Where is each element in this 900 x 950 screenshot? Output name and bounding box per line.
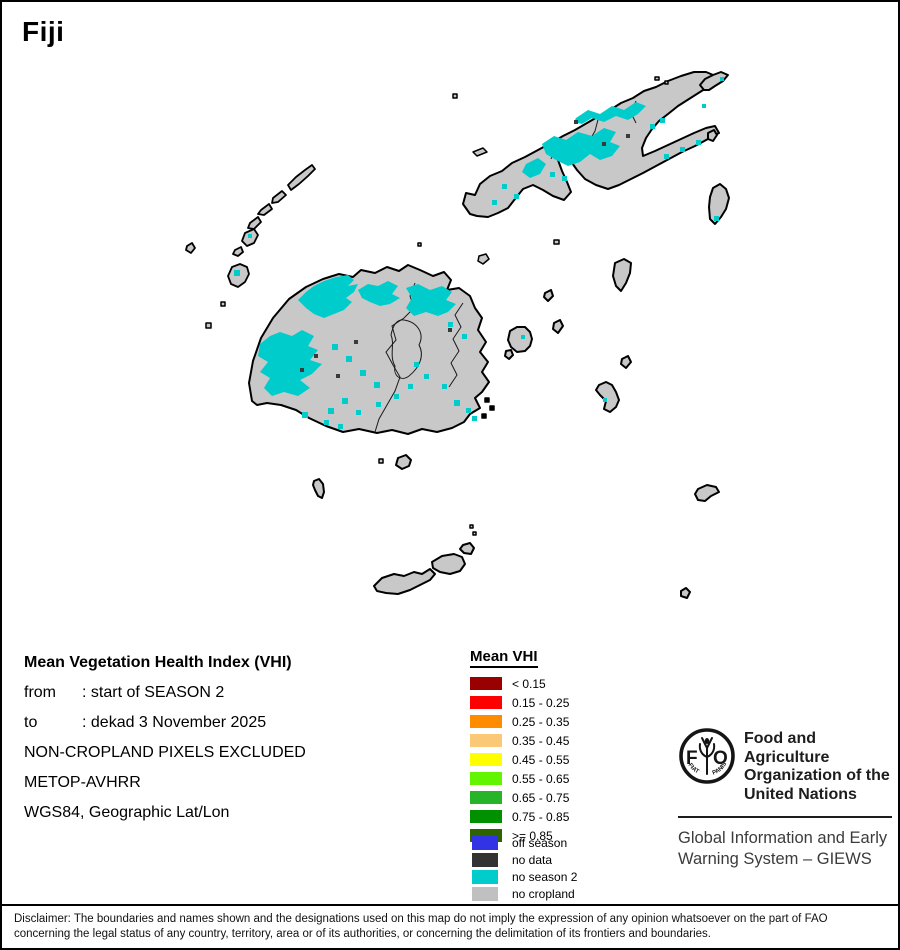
info-line-cropland: NON-CROPLAND PIXELS EXCLUDED [24, 744, 306, 761]
legend-label: no data [512, 852, 553, 867]
giews-line: Warning System – GIEWS [678, 850, 872, 868]
page-title: Fiji [22, 16, 65, 47]
island-yadua [472, 147, 488, 157]
island-ono [459, 542, 475, 555]
legend-swatch [470, 715, 502, 728]
legend-label: 0.25 - 0.35 [512, 714, 570, 729]
legend-label: 0.55 - 0.65 [512, 771, 570, 786]
fao-logo-icon: F O FIAT PANIS [679, 728, 735, 784]
giews-line: Global Information and Early [678, 829, 888, 847]
legend-label: off season [512, 835, 568, 850]
legend-row: no season 2 [472, 868, 577, 885]
island-wakaya [543, 289, 554, 302]
info-row-to-label: to [24, 714, 38, 731]
legend-row: no data [472, 851, 577, 868]
fao-logo-letter-o: O [713, 748, 728, 769]
island-moturiki [504, 349, 514, 360]
map-info-block: Mean Vegetation Health Index (VHI) from:… [24, 648, 306, 828]
small-islets-group [205, 76, 669, 536]
info-row-to: to : dekad 3 November 2025 [24, 708, 306, 738]
legend-row: < 0.15 [470, 674, 569, 693]
island-ovalau [507, 326, 533, 353]
fao-header: F O FIAT PANIS [678, 727, 894, 804]
island-matuku [694, 484, 720, 502]
island-totoya [680, 587, 691, 599]
island-vatulele [312, 478, 325, 499]
info-row-from-label: from [24, 684, 56, 701]
fao-org-line: Food and Agriculture [744, 730, 830, 766]
legend-swatch [470, 753, 502, 766]
fao-org-line: United Nations [744, 785, 857, 803]
legend-label: < 0.15 [512, 676, 546, 691]
legend-swatch [472, 886, 498, 901]
island-kioa [707, 129, 718, 142]
legend-swatch [470, 772, 502, 785]
legend-swatch [472, 835, 498, 850]
island-beqa [395, 454, 412, 470]
legend-swatch [472, 852, 498, 867]
vhi-legend: Mean VHI < 0.15 0.15 - 0.25 0.25 - 0.35 … [470, 648, 569, 845]
legend-label: 0.65 - 0.75 [512, 790, 570, 805]
legend-row: 0.35 - 0.45 [470, 731, 569, 750]
island-kadavu-west [373, 568, 436, 595]
fao-org-line: Organization of the [744, 767, 890, 784]
legend-label: no cropland [512, 886, 575, 901]
info-row-to-value: : dekad 3 November 2025 [82, 714, 267, 731]
fao-divider [678, 816, 892, 818]
legend-label: >= 0.85 [512, 828, 553, 843]
island-gau [595, 381, 620, 413]
legend-swatch [470, 696, 502, 709]
info-heading: Mean Vegetation Health Index (VHI) [24, 654, 292, 671]
legend-title: Mean VHI [470, 648, 538, 668]
island-batiki [552, 319, 564, 334]
island-rabi [699, 71, 729, 91]
legend-row: 0.15 - 0.25 [470, 693, 569, 712]
legend-row: 0.65 - 0.75 [470, 788, 569, 807]
legend-row: 0.75 - 0.85 [470, 807, 569, 826]
island-nananu [477, 253, 490, 265]
info-line-sensor: METOP-AVHRR [24, 774, 141, 791]
islands-group [185, 71, 730, 599]
legend-swatch [470, 791, 502, 804]
legend-label: 0.75 - 0.85 [512, 809, 570, 824]
legend-swatch [470, 810, 502, 823]
vhi-no-data-pixels [300, 120, 630, 378]
legend-row: 0.45 - 0.55 [470, 750, 569, 769]
island-taveuni [708, 183, 730, 225]
giews-name: Global Information and Early Warning Sys… [678, 828, 894, 870]
legend-row: off season [472, 834, 577, 851]
fao-giews-block: F O FIAT PANIS [678, 727, 894, 870]
legend-row: 0.55 - 0.65 [470, 769, 569, 788]
legend-row: 0.25 - 0.35 [470, 712, 569, 731]
island-nairai [620, 355, 632, 369]
info-row-from: from : start of SEASON 2 [24, 678, 306, 708]
info-row-from-value: : start of SEASON 2 [82, 684, 225, 701]
legend-label: 0.15 - 0.25 [512, 695, 570, 710]
disclaimer: Disclaimer: The boundaries and names sho… [2, 904, 898, 948]
fao-org-name: Food and Agriculture Organization of the… [744, 727, 894, 804]
fao-logo-letter-f: F [686, 748, 698, 769]
legend-swatch [472, 869, 498, 884]
category-legend: off season no data no season 2 no cropla… [472, 834, 577, 902]
wheat-grain [704, 738, 710, 744]
legend-label: 0.45 - 0.55 [512, 752, 570, 767]
legend-label: no season 2 [512, 869, 578, 884]
wheat-ear-icon [698, 737, 716, 775]
island-koro [612, 258, 632, 292]
legend-swatch [470, 734, 502, 747]
yasawa-islands-group [185, 164, 316, 288]
legend-row: no cropland [472, 885, 577, 902]
disclaimer-line: concerning the legal status of any count… [14, 928, 711, 940]
legend-label: 0.35 - 0.45 [512, 733, 570, 748]
legend-swatch [470, 677, 502, 690]
island-kadavu-east [431, 553, 466, 575]
disclaimer-line: Disclaimer: The boundaries and names sho… [14, 913, 828, 925]
info-line-projection: WGS84, Geographic Lat/Lon [24, 804, 230, 821]
vhi-no-season2-pixels [234, 77, 724, 429]
